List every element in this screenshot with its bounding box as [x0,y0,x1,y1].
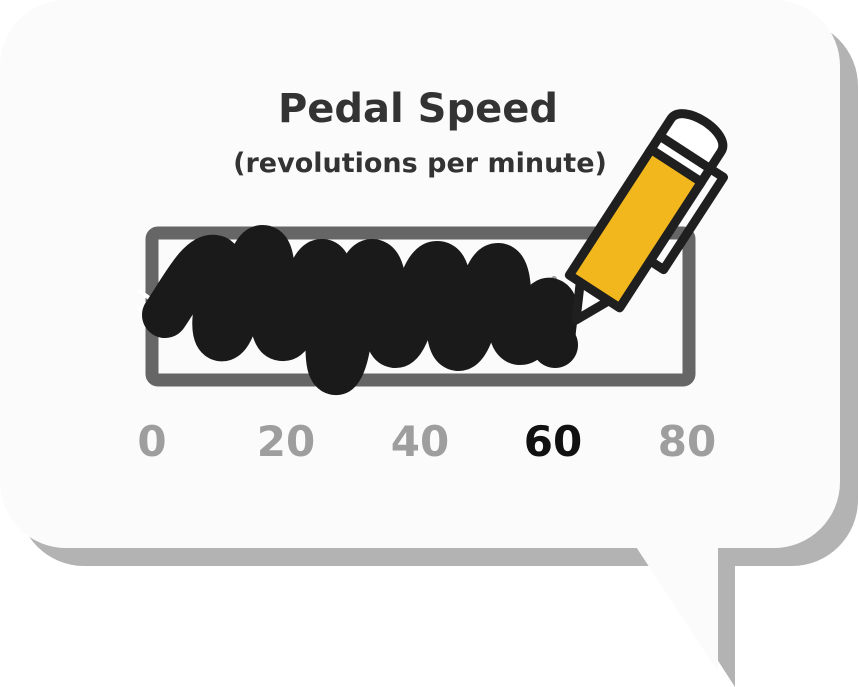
tick-label-80: 80 [658,417,716,466]
tick-label-20: 20 [257,417,315,466]
tick-label-60: 60 [524,417,582,466]
scale-tick-labels: 0 20 40 60 80 [137,417,716,466]
tick-label-0: 0 [137,417,166,466]
gauge-scribble-fill [142,225,578,395]
chart-subtitle: (revolutions per minute) [233,148,607,179]
chart-title: Pedal Speed [278,86,558,132]
tick-label-40: 40 [391,417,449,466]
pencil-icon [564,109,729,325]
